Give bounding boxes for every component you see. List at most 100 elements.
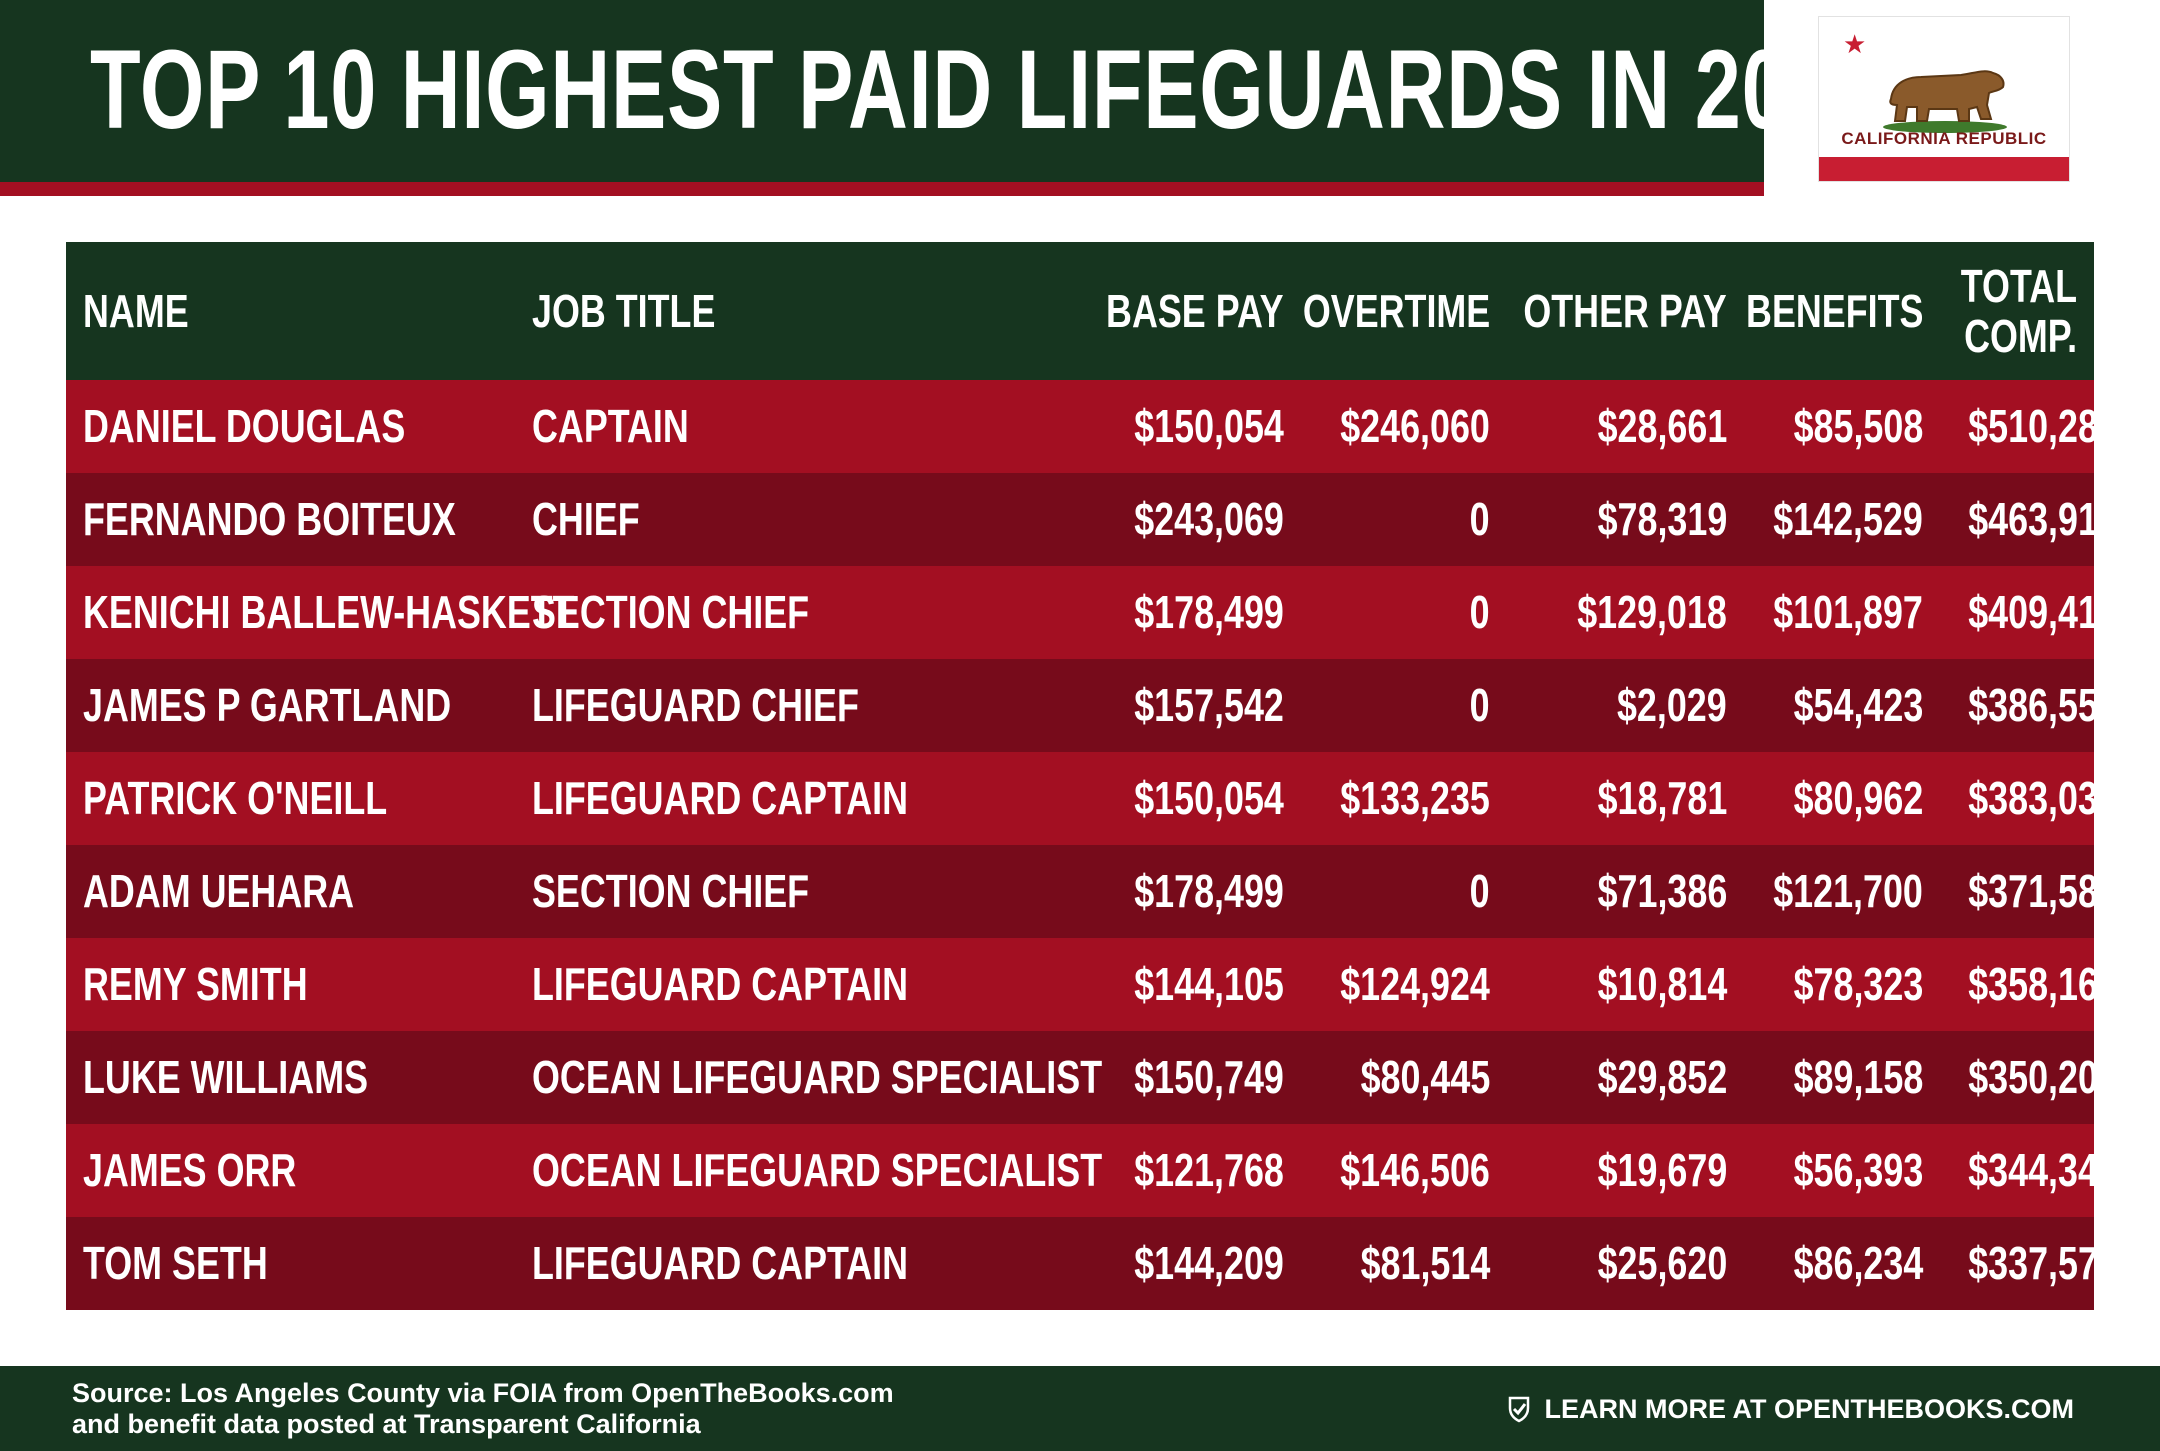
cell-job-title: LIFEGUARD CAPTAIN: [532, 1237, 909, 1289]
table-row: LUKE WILLIAMS OCEAN LIFEGUARD SPECIALIST $…: [66, 1031, 2118, 1124]
cell-overtime: $81,514: [1360, 1237, 1490, 1289]
table-row: DANIEL DOUGLAS CAPTAIN $150,054 $246,060 $28…: [66, 380, 2118, 473]
learn-more-label: LEARN MORE AT OPENTHEBOOKS.COM: [1544, 1394, 2074, 1424]
cell-job-title: SECTION CHIEF: [532, 865, 810, 917]
learn-more-link[interactable]: LEARN MORE AT OPENTHEBOOKS.COM: [1504, 1392, 2074, 1426]
cell-benefits: $78,323: [1793, 958, 1923, 1010]
cell-other-pay: $29,852: [1597, 1051, 1727, 1103]
cell-benefits: $56,393: [1793, 1144, 1923, 1196]
cell-overtime: 0: [1470, 865, 1490, 917]
star-icon: ★: [1843, 29, 1867, 59]
cell-total-comp: $510,283: [1968, 400, 2118, 452]
cell-name: REMY SMITH: [83, 958, 308, 1010]
cell-other-pay: $19,679: [1597, 1144, 1727, 1196]
cell-base-pay: $121,768: [1134, 1144, 1284, 1196]
source-note: Source: Los Angeles County via FOIA from…: [72, 1378, 894, 1440]
footer: Source: Los Angeles County via FOIA from…: [0, 1366, 2160, 1451]
cell-total-comp: $337,577: [1968, 1237, 2118, 1289]
cell-base-pay: $150,054: [1134, 772, 1284, 824]
cell-overtime: 0: [1470, 679, 1490, 731]
cell-overtime: $133,235: [1340, 772, 1490, 824]
cell-job-title: OCEAN LIFEGUARD SPECIALIST: [532, 1144, 1103, 1196]
cell-overtime: 0: [1470, 493, 1490, 545]
column-header-name: NAME: [83, 285, 189, 337]
cell-benefits: $54,423: [1793, 679, 1923, 731]
cell-base-pay: $150,749: [1134, 1051, 1284, 1103]
cell-total-comp: $371,585: [1968, 865, 2118, 917]
cell-total-comp: $409,414: [1968, 586, 2118, 638]
cell-total-comp: $463,917: [1968, 493, 2118, 545]
cell-name: FERNANDO BOITEUX: [83, 493, 456, 545]
cell-other-pay: $28,661: [1597, 400, 1727, 452]
cell-job-title: LIFEGUARD CAPTAIN: [532, 772, 909, 824]
table-row: PATRICK O'NEILL LIFEGUARD CAPTAIN $150,054…: [66, 752, 2118, 845]
source-line-1: Source: Los Angeles County via FOIA from…: [72, 1378, 894, 1408]
cell-benefits: $142,529: [1773, 493, 1923, 545]
column-header-other-pay: OTHER PAY: [1523, 285, 1727, 337]
cell-name: LUKE WILLIAMS: [83, 1051, 369, 1103]
cell-base-pay: $178,499: [1134, 586, 1284, 638]
cell-total-comp: $386,556: [1968, 679, 2118, 731]
cell-benefits: $121,700: [1773, 865, 1923, 917]
total-comp-line2: COMP.: [1964, 310, 2077, 362]
cell-job-title: OCEAN LIFEGUARD SPECIALIST: [532, 1051, 1103, 1103]
source-line-2: and benefit data posted at Transparent C…: [72, 1409, 701, 1439]
salary-table: NAME JOB TITLE BASE PAY OVERTIME OTHER P…: [66, 242, 2118, 1310]
california-flag: ★ CALIFORNIA REPUBLIC: [1818, 16, 2070, 182]
cell-benefits: $101,897: [1773, 586, 1923, 638]
cell-name: TOM SETH: [83, 1237, 268, 1289]
checkmark-icon: [1509, 1396, 1530, 1423]
table-row: JAMES ORR OCEAN LIFEGUARD SPECIALIST $121,…: [66, 1124, 2118, 1217]
cell-job-title: LIFEGUARD CAPTAIN: [532, 958, 909, 1010]
cell-name: KENICHI BALLEW-HASKETT: [83, 586, 575, 638]
cell-other-pay: $71,386: [1597, 865, 1727, 917]
bear-icon: [1883, 70, 2007, 133]
cell-overtime: 0: [1470, 586, 1490, 638]
column-header-total-comp: TOTAL COMP.: [1926, 242, 2077, 380]
header-banner: TOP 10 HIGHEST PAID LIFEGUARDS IN 2021: [0, 0, 1881, 182]
cell-job-title: LIFEGUARD CHIEF: [532, 679, 859, 731]
cell-other-pay: $10,814: [1597, 958, 1727, 1010]
cell-total-comp: $383,032: [1968, 772, 2118, 824]
cell-job-title: CAPTAIN: [532, 400, 689, 452]
table-row: ADAM UEHARA SECTION CHIEF $178,499 0 $71,386…: [66, 845, 2118, 938]
cell-name: JAMES P GARTLAND: [83, 679, 452, 731]
column-header-base-pay: BASE PAY: [1106, 285, 1284, 337]
cell-base-pay: $243,069: [1134, 493, 1284, 545]
cell-total-comp: $358,166: [1968, 958, 2118, 1010]
cell-other-pay: $78,319: [1597, 493, 1727, 545]
cell-other-pay: $25,620: [1597, 1237, 1727, 1289]
header-stripe: [0, 182, 1764, 196]
flag-stripe: [1819, 157, 2069, 181]
column-header-job-title: JOB TITLE: [532, 285, 716, 337]
cell-base-pay: $157,542: [1134, 679, 1284, 731]
cell-base-pay: $150,054: [1134, 400, 1284, 452]
cell-total-comp: $344,346: [1968, 1144, 2118, 1196]
cell-benefits: $85,508: [1793, 400, 1923, 452]
cell-overtime: $80,445: [1360, 1051, 1490, 1103]
column-header-benefits: BENEFITS: [1745, 285, 1923, 337]
cell-benefits: $86,234: [1793, 1237, 1923, 1289]
table-row: REMY SMITH LIFEGUARD CAPTAIN $144,105 $124,…: [66, 938, 2118, 1031]
table-row: FERNANDO BOITEUX CHIEF $243,069 0 $78,319 $14…: [66, 473, 2118, 566]
table-row: KENICHI BALLEW-HASKETT SECTION CHIEF $178,…: [66, 566, 2118, 659]
table-row: TOM SETH LIFEGUARD CAPTAIN $144,209 $81,514…: [66, 1217, 2118, 1310]
cell-other-pay: $2,029: [1617, 679, 1727, 731]
cell-name: DANIEL DOUGLAS: [83, 400, 406, 452]
cell-other-pay: $18,781: [1597, 772, 1727, 824]
column-header-overtime: OVERTIME: [1302, 285, 1490, 337]
table-header: NAME JOB TITLE BASE PAY OVERTIME OTHER P…: [66, 242, 2094, 380]
flag-text: CALIFORNIA REPUBLIC: [1841, 129, 2047, 148]
cell-base-pay: $144,209: [1134, 1237, 1284, 1289]
cell-overtime: $246,060: [1340, 400, 1490, 452]
cell-base-pay: $178,499: [1134, 865, 1284, 917]
cell-overtime: $146,506: [1340, 1144, 1490, 1196]
cell-overtime: $124,924: [1340, 958, 1490, 1010]
cell-other-pay: $129,018: [1577, 586, 1727, 638]
cell-name: JAMES ORR: [83, 1144, 297, 1196]
cell-name: ADAM UEHARA: [83, 865, 355, 917]
page-title: TOP 10 HIGHEST PAID LIFEGUARDS IN 2021: [90, 27, 1883, 152]
cell-total-comp: $350,204: [1968, 1051, 2118, 1103]
cell-benefits: $80,962: [1793, 772, 1923, 824]
table-row: JAMES P GARTLAND LIFEGUARD CHIEF $157,542 0…: [66, 659, 2118, 752]
